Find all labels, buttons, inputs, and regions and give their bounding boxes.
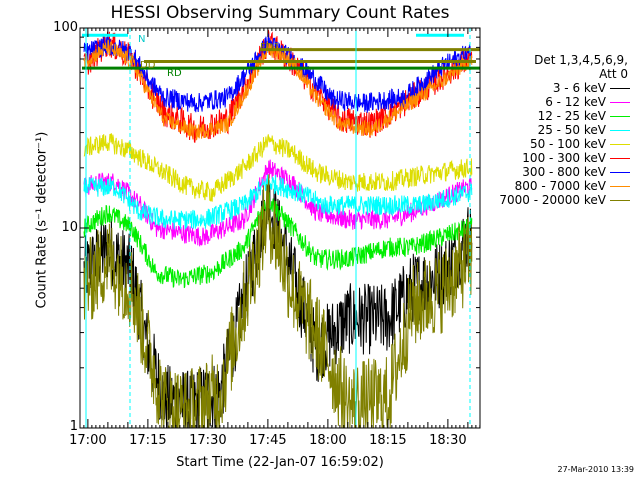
legend-item-2: 6 - 12 keV (478, 95, 636, 109)
legend-label: 12 - 25 keV (537, 109, 606, 123)
annotation-dd: DD (140, 60, 156, 71)
legend: Det 1,3,4,5,6,9, Att 0 3 - 6 keV 6 - 12 k… (478, 53, 636, 207)
series-layer (83, 29, 473, 429)
legend-label: 3 - 6 keV (552, 81, 606, 95)
legend-swatch (610, 130, 630, 131)
reference-lines-layer (82, 28, 480, 428)
legend-swatch (610, 186, 630, 187)
legend-swatch (610, 144, 630, 145)
axes-layer (79, 27, 481, 429)
legend-item-3: 12 - 25 keV (478, 109, 636, 123)
legend-item-5: 50 - 100 keV (478, 137, 636, 151)
legend-swatch (610, 158, 630, 159)
footer-timestamp: 27-Mar-2010 13:39 (557, 465, 635, 474)
x-axis-label: Start Time (22-Jan-07 16:59:02) (176, 455, 384, 470)
legend-label: 25 - 50 keV (537, 123, 606, 137)
x-tick-label-5: 18:15 (369, 433, 407, 448)
legend-swatch (610, 172, 630, 173)
legend-item-9: 7000 - 20000 keV (478, 193, 636, 207)
x-tick-label-3: 17:45 (249, 433, 287, 448)
legend-label: 7000 - 20000 keV (499, 193, 606, 207)
x-tick-label-2: 17:30 (189, 433, 227, 448)
y-tick-label-100: 100 (53, 20, 78, 35)
x-tick-label-4: 18:00 (309, 433, 347, 448)
y-tick-label-1: 1 (69, 419, 78, 434)
series-line-9 (83, 174, 473, 429)
x-tick-label-1: 17:15 (129, 433, 167, 448)
x-tick-label-6: 18:30 (429, 433, 467, 448)
legend-label: 6 - 12 keV (545, 95, 606, 109)
series-line-5 (83, 133, 473, 202)
series-line-4 (83, 174, 473, 230)
x-tick-label-0: 17:00 (69, 433, 107, 448)
legend-swatch (610, 116, 630, 117)
annotation-fd1: FD1 (260, 42, 280, 53)
legend-header-attenuator: Att 0 (599, 67, 628, 81)
legend-header-detectors: Det 1,3,4,5,6,9, (534, 53, 628, 67)
legend-swatch (610, 88, 630, 89)
legend-rows: 3 - 6 keV 6 - 12 keV 12 - 25 keV 25 - 50 ke… (478, 81, 636, 207)
legend-item-7: 300 - 800 keV (478, 165, 636, 179)
legend-item-1: 3 - 6 keV (478, 81, 636, 95)
legend-swatch (610, 102, 630, 103)
legend-label: 300 - 800 keV (522, 165, 606, 179)
annotation-rd: RD (167, 68, 182, 79)
series-line-1 (83, 178, 473, 429)
legend-label: 100 - 300 keV (522, 151, 606, 165)
legend-item-6: 100 - 300 keV (478, 151, 636, 165)
y-tick-label-10: 10 (61, 220, 78, 235)
series-line-2 (83, 159, 473, 247)
legend-item-8: 800 - 7000 keV (478, 179, 636, 193)
legend-swatch (610, 200, 630, 201)
legend-item-4: 25 - 50 keV (478, 123, 636, 137)
annotation-n: N (138, 34, 146, 45)
series-line-8 (83, 39, 473, 141)
chart-title: HESSI Observing Summary Count Rates (110, 3, 450, 23)
legend-label: 50 - 100 keV (529, 137, 606, 151)
legend-label: 800 - 7000 keV (514, 179, 606, 193)
series-line-3 (83, 192, 473, 289)
